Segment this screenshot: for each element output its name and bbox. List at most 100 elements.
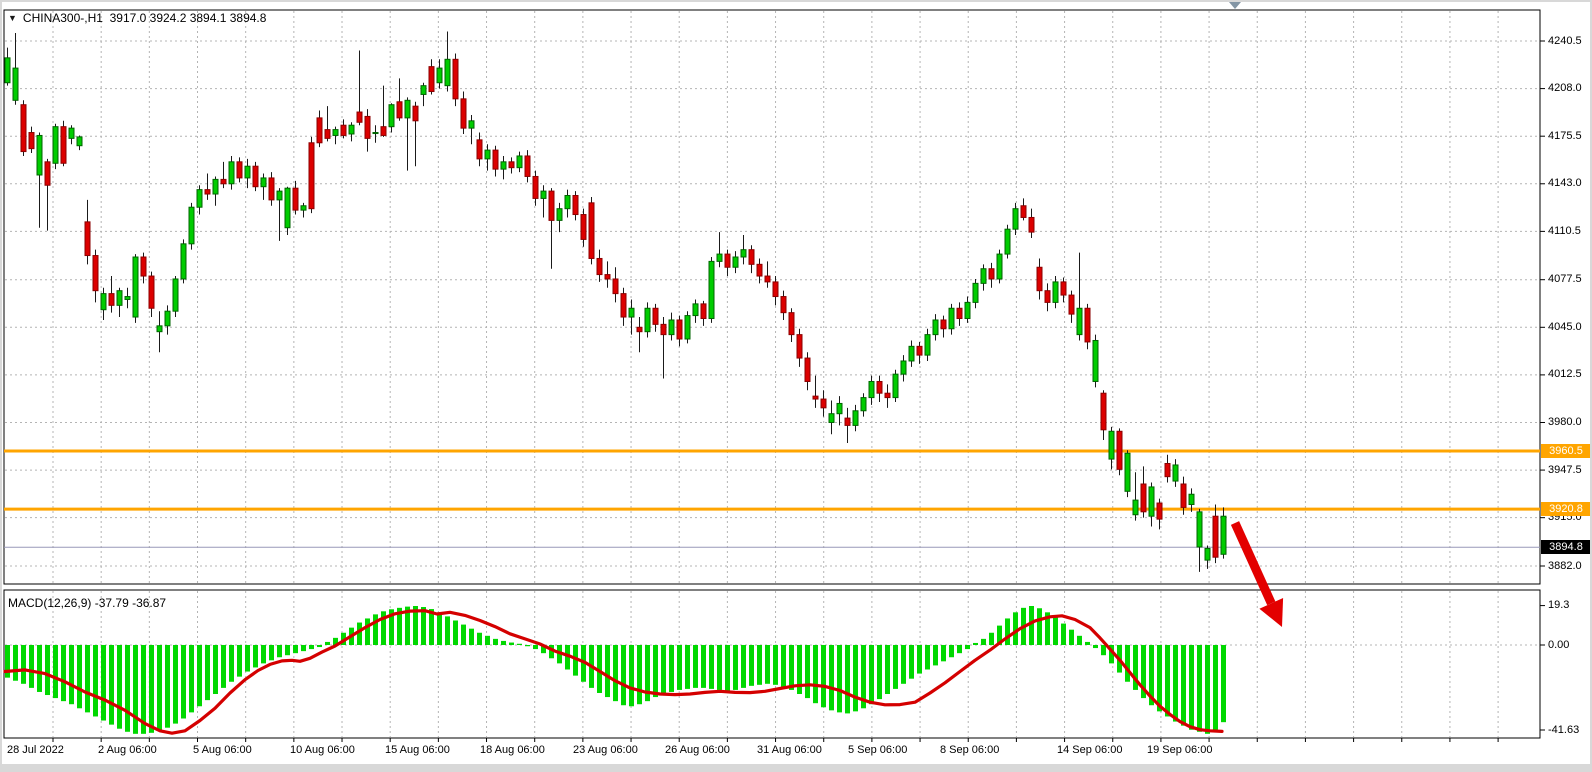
bull-candle — [276, 190, 283, 201]
macd-histogram-bar — [837, 645, 842, 713]
bull-candle — [172, 278, 179, 312]
bear-candle — [820, 398, 827, 409]
trend-arrow-head[interactable] — [1259, 598, 1284, 627]
bull-candle — [1012, 208, 1019, 230]
bull-candle — [1108, 430, 1115, 460]
time-axis-label: 28 Jul 2022 — [7, 744, 64, 756]
macd-histogram-bar — [653, 645, 658, 698]
bear-candle — [340, 124, 347, 136]
macd-histogram-bar — [45, 645, 50, 696]
bear-candle — [1028, 216, 1035, 233]
collapse-triangle-icon[interactable]: ▼ — [8, 13, 17, 23]
macd-histogram-bar — [477, 632, 482, 645]
bull-candle — [892, 373, 899, 399]
bull-candle — [996, 253, 1003, 280]
macd-histogram-bar — [893, 645, 898, 689]
macd-histogram-bar — [845, 645, 850, 714]
macd-histogram-bar — [1013, 612, 1018, 645]
macd-histogram-bar — [125, 645, 130, 732]
macd-histogram-bar — [453, 620, 458, 645]
bear-candle — [572, 194, 579, 216]
macd-histogram-bar — [1157, 645, 1162, 712]
bear-candle — [548, 190, 555, 221]
chart-shift-marker-icon[interactable] — [1229, 2, 1241, 9]
macd-histogram-bar — [1221, 645, 1226, 723]
macd-histogram-bar — [501, 640, 506, 645]
macd-histogram-bar — [685, 645, 690, 689]
macd-histogram-bar — [901, 645, 906, 684]
bear-candle — [108, 293, 115, 306]
macd-histogram-bar — [645, 645, 650, 702]
bear-candle — [316, 117, 323, 144]
bear-candle — [84, 221, 91, 257]
bear-candle — [1060, 281, 1067, 296]
bull-candle — [836, 402, 843, 415]
bear-candle — [452, 58, 459, 100]
macd-histogram-bar — [1029, 606, 1034, 645]
macd-histogram-bar — [53, 645, 58, 699]
bull-candle — [852, 410, 859, 426]
macd-histogram-bar — [1093, 645, 1098, 649]
macd-histogram-bar — [789, 645, 794, 690]
bear-candle — [796, 334, 803, 359]
macd-histogram-bar — [1189, 645, 1194, 730]
bear-candle — [804, 357, 811, 382]
bear-candle — [988, 268, 995, 280]
macd-panel[interactable] — [3, 589, 1541, 739]
macd-histogram-bar — [949, 645, 954, 658]
bear-candle — [428, 66, 435, 93]
bear-candle — [140, 256, 147, 277]
price-axis-label: 4110.5 — [1548, 224, 1581, 237]
bear-candle — [412, 105, 419, 122]
price-axis-label: 4175.5 — [1548, 129, 1582, 142]
bull-candle — [684, 315, 691, 340]
macd-histogram-bar — [1197, 645, 1202, 732]
bull-candle — [828, 413, 835, 423]
macd-histogram-bar — [13, 645, 18, 681]
macd-histogram-bar — [493, 638, 498, 645]
bull-candle — [284, 187, 291, 229]
macd-histogram-bar — [253, 645, 258, 668]
macd-histogram-bar — [333, 637, 338, 645]
bull-candle — [668, 319, 675, 336]
macd-axis-label: 19.3 — [1548, 599, 1570, 612]
bear-candle — [1036, 266, 1043, 292]
macd-histogram-bar — [1045, 612, 1050, 645]
bull-candle — [212, 178, 219, 195]
macd-indicator-label: MACD(12,26,9) -37.79 -36.87 — [8, 596, 166, 610]
bear-candle — [204, 189, 211, 195]
macd-histogram-bar — [621, 645, 626, 706]
bear-candle — [508, 161, 515, 169]
macd-histogram-bar — [357, 622, 362, 645]
bear-candle — [844, 417, 851, 426]
bear-candle — [380, 126, 387, 136]
bull-candle — [484, 149, 491, 160]
main-panel[interactable] — [3, 9, 1541, 585]
macd-histogram-bar — [869, 645, 874, 705]
bear-candle — [636, 326, 643, 333]
macd-histogram-bar — [181, 645, 186, 719]
bear-candle — [524, 155, 531, 177]
macd-histogram-bar — [773, 645, 778, 685]
bull-candle — [244, 165, 251, 179]
trend-arrow-shaft[interactable] — [1230, 521, 1276, 606]
macd-histogram-bar — [1125, 645, 1130, 682]
bull-candle — [1124, 452, 1131, 492]
bull-candle — [1092, 339, 1099, 382]
bull-candle — [716, 253, 723, 262]
macd-histogram-bar — [317, 645, 322, 648]
macd-histogram-bar — [165, 645, 170, 728]
macd-histogram-bar — [141, 645, 146, 734]
bull-candle — [332, 129, 339, 136]
macd-histogram-bar — [149, 645, 154, 733]
bear-candle — [604, 274, 611, 280]
bear-candle — [220, 178, 227, 185]
macd-histogram-bar — [421, 607, 426, 645]
macd-histogram-bar — [629, 645, 634, 707]
macd-histogram-bar — [517, 643, 522, 645]
macd-histogram-bar — [389, 609, 394, 645]
macd-histogram-bar — [21, 645, 26, 684]
macd-histogram-bar — [5, 645, 10, 678]
